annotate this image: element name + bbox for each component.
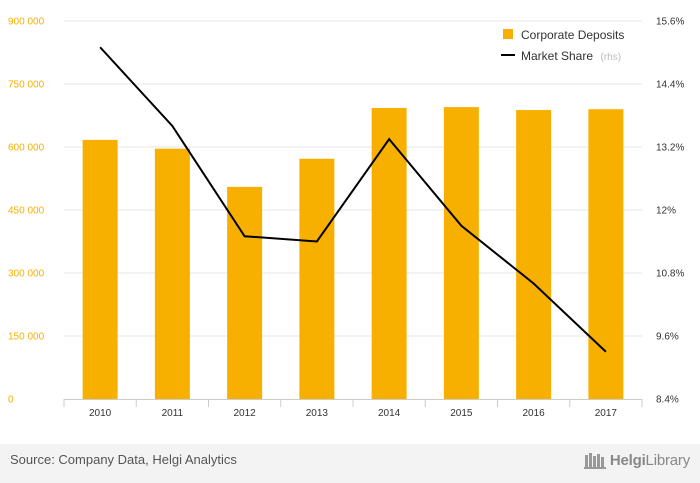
- bar-2016: [516, 110, 552, 399]
- bar-series: [82, 107, 624, 400]
- right-axis-ticks: 8.4% 9.6% 10.8% 12% 13.2% 14.4% 15.6%: [656, 17, 684, 406]
- bar-2015: [443, 107, 479, 399]
- left-tick-label: 600 000: [8, 143, 45, 154]
- footer-bar: [0, 444, 700, 483]
- legend-label-market-share-group: Market Share (rhs): [521, 47, 621, 64]
- right-tick-label: 8.4%: [656, 395, 679, 406]
- chart: 2010 2011 2012 2013 2014 2015 2016 2017 0 150 00…: [8, 17, 684, 420]
- source-note: Source: Company Data, Helgi Analytics: [10, 452, 237, 467]
- x-tick-label: 2013: [306, 408, 329, 419]
- legend-label-corporate-deposits: Corporate Deposits: [521, 28, 624, 42]
- bar-2010: [82, 139, 118, 400]
- legend-swatch-corporate-deposits: [503, 29, 513, 39]
- market-share-line: [99, 46, 607, 353]
- logo-prefix: Helgi: [609, 451, 646, 469]
- left-tick-label: 150 000: [8, 332, 45, 343]
- right-tick-label: 14.4%: [656, 80, 684, 91]
- left-axis-ticks: 0 150 000 300 000 450 000 600 000 750 000 900 …: [8, 17, 45, 406]
- right-tick-label: 12%: [656, 206, 676, 217]
- logo-suffix: Library: [645, 451, 691, 469]
- right-tick-label: 9.6%: [656, 332, 679, 343]
- x-tick-label: 2010: [89, 408, 112, 419]
- left-tick-label: 300 000: [8, 269, 45, 280]
- left-tick-label: 750 000: [8, 80, 45, 91]
- x-axis: 2010 2011 2012 2013 2014 2015 2016 2017: [63, 399, 643, 419]
- logo-wordmark: HelgiLibrary: [610, 452, 690, 469]
- x-tick-label: 2016: [523, 408, 546, 419]
- legend-label-market-share: Market Share: [521, 49, 593, 63]
- legend: Corporate Deposits Market Share (rhs): [501, 28, 624, 64]
- bar-2017: [588, 109, 624, 399]
- bar-2011: [154, 148, 190, 399]
- bar-2014: [371, 107, 407, 399]
- left-tick-label: 0: [8, 395, 14, 406]
- x-tick-label: 2017: [595, 408, 618, 419]
- right-tick-label: 13.2%: [656, 143, 684, 154]
- x-tick-label: 2015: [450, 408, 473, 419]
- helgi-library-logo: HelgiLibrary: [583, 449, 690, 471]
- gridlines: [64, 20, 642, 337]
- right-tick-label: 10.8%: [656, 269, 684, 280]
- legend-label-rhs: (rhs): [600, 52, 621, 63]
- x-tick-label: 2012: [234, 408, 257, 419]
- bar-2013: [299, 158, 335, 399]
- line-series: [99, 46, 607, 353]
- right-tick-label: 15.6%: [656, 17, 684, 28]
- x-tick-label: 2011: [162, 408, 184, 419]
- library-icon: [583, 453, 606, 469]
- bar-2012: [227, 186, 263, 399]
- left-tick-label: 450 000: [8, 206, 45, 217]
- x-tick-label: 2014: [378, 408, 401, 419]
- left-tick-label: 900 000: [8, 17, 45, 28]
